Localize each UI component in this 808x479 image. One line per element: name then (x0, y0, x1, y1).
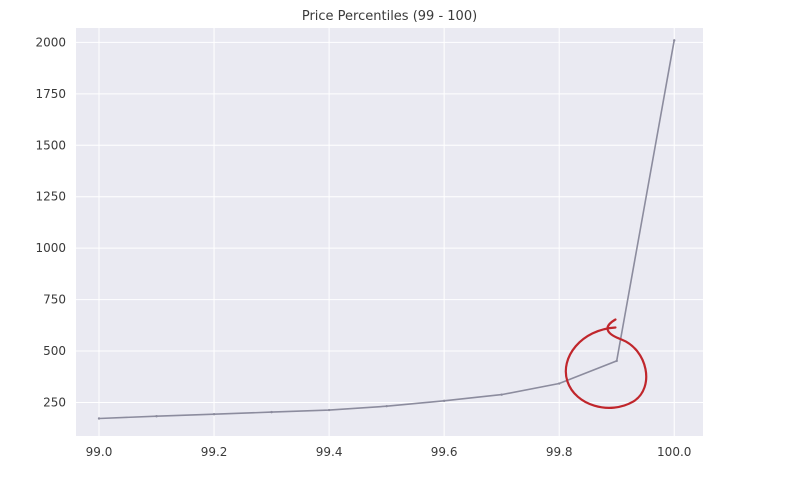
data-point (385, 404, 388, 408)
data-point (97, 417, 101, 420)
grid-horizontal (76, 41, 703, 403)
x-tick-label: 99.0 (86, 445, 113, 459)
data-point (615, 359, 618, 363)
x-tick-label: 99.6 (431, 445, 458, 459)
red-circle-annotation (564, 318, 648, 409)
x-tick-label: 99.4 (316, 445, 343, 459)
grid-vertical (98, 28, 675, 436)
chart-title: Price Percentiles (99 - 100) (302, 9, 477, 24)
plot-area (76, 28, 703, 436)
x-axis-ticks: 99.0 99.2 99.4 99.6 99.8 100.0 (86, 445, 692, 459)
data-point (500, 393, 503, 396)
y-tick-label: 1500 (35, 138, 66, 152)
x-tick-label: 99.8 (546, 445, 573, 459)
y-tick-label: 2000 (35, 35, 66, 49)
y-tick-label: 1250 (35, 190, 66, 204)
data-point (212, 412, 216, 416)
data-point (673, 39, 676, 42)
y-tick-label: 750 (43, 293, 66, 307)
y-tick-label: 1000 (35, 241, 66, 255)
data-point (327, 408, 331, 412)
data-point (442, 399, 446, 403)
data-points (97, 39, 676, 420)
data-point (557, 382, 561, 385)
x-tick-label: 100.0 (657, 445, 691, 459)
data-point (155, 415, 158, 418)
x-tick-label: 99.2 (201, 445, 228, 459)
y-tick-label: 500 (43, 344, 66, 358)
y-tick-label: 1750 (35, 87, 66, 101)
y-axis-ticks: 250 500 750 1000 1250 1500 1750 2000 (35, 35, 66, 409)
y-tick-label: 250 (43, 395, 66, 409)
data-point (270, 410, 273, 414)
